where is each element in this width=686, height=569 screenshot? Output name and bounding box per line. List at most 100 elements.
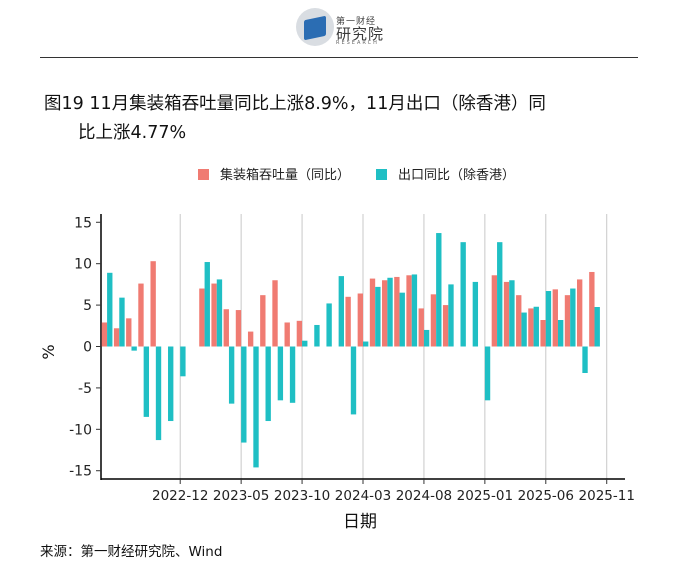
x-tick-label: 2023-05 [213, 488, 269, 504]
bar-series1 [272, 280, 278, 347]
legend-label: 集装箱吞吐量（同比） [220, 167, 350, 183]
bar-series1 [284, 322, 290, 347]
bar-series2 [472, 281, 479, 347]
y-tick-label: -5 [78, 381, 92, 397]
header-divider [40, 57, 638, 58]
logo-text-sub: RESEARCH [336, 40, 379, 46]
bar-series2 [375, 286, 381, 347]
bar-series2 [350, 346, 357, 415]
brand-logo: 第一财经 研究院 RESEARCH [296, 6, 416, 50]
bar-series2 [545, 291, 552, 347]
bar-series1 [260, 295, 266, 347]
bar-series1 [126, 318, 132, 347]
bar-series1 [101, 322, 108, 347]
bar-series1 [491, 275, 498, 347]
y-tick-label: -15 [69, 464, 92, 480]
bar-series1 [357, 293, 363, 347]
bar-series1 [503, 281, 510, 347]
y-tick-label: -10 [69, 422, 92, 438]
bar-series2 [460, 242, 466, 347]
bar-series1 [430, 294, 437, 347]
bar-series2 [265, 346, 271, 422]
bar-series2 [521, 312, 527, 347]
bar-series2 [277, 346, 284, 401]
bar-series2 [338, 276, 344, 347]
bar-series1 [528, 308, 534, 347]
bar-series2 [241, 346, 247, 443]
bar-series2 [363, 341, 369, 347]
bar-series1 [113, 328, 120, 347]
x-tick-label: 2023-10 [274, 488, 330, 504]
bar-series2 [594, 307, 600, 347]
bar-series1 [223, 309, 229, 347]
y-tick-label: 5 [83, 298, 92, 314]
legend-label: 出口同比（除香港） [398, 168, 515, 183]
bar-series2 [411, 274, 418, 347]
logo-icon [296, 8, 334, 46]
bar-series1 [138, 283, 144, 347]
bar-series1 [442, 305, 449, 347]
logo-text-top: 第一财经 [336, 17, 377, 27]
bar-series2 [509, 280, 515, 347]
bar-series1 [345, 296, 351, 347]
bar-series1 [150, 261, 156, 347]
bar-series2 [143, 346, 150, 417]
bar-series1 [552, 289, 558, 347]
bar-series2 [484, 346, 491, 401]
legend-swatch [198, 169, 209, 180]
figure-title-line2: 比上涨4.77% [78, 123, 187, 143]
source-note: 来源：第一财经研究院、Wind [40, 544, 223, 560]
bar-series2 [326, 303, 332, 347]
bar-series1 [589, 271, 595, 347]
bar-series2 [289, 346, 296, 403]
bar-series2 [557, 320, 564, 347]
bar-series1 [296, 320, 303, 347]
x-tick-label: 2025-06 [518, 488, 574, 504]
x-tick-label: 2024-08 [396, 488, 452, 504]
figure-title-line1: 图19 11月集装箱吞吐量同比上涨8.9%，11月出口（除香港）同 [44, 94, 546, 114]
bar-series2 [448, 284, 454, 347]
bar-series2 [399, 292, 405, 347]
x-tick-label: 2022-12 [152, 488, 208, 504]
bar-series1 [382, 280, 388, 347]
bar-series1 [576, 279, 583, 347]
bar-series2 [216, 279, 223, 347]
bar-series2 [436, 233, 442, 347]
bar-series2 [204, 262, 210, 347]
y-axis-label: % [39, 344, 58, 359]
legend-swatch [376, 169, 387, 180]
figure-title: 图19 11月集装箱吞吐量同比上涨8.9%，11月出口（除香港）同 比上涨4.7… [44, 90, 644, 148]
bar-series2 [228, 346, 235, 404]
bar-series2 [253, 346, 259, 468]
bar-series1 [418, 308, 424, 347]
bar-series1 [564, 295, 571, 347]
x-tick-label: 2025-11 [579, 488, 635, 504]
bar-series1 [394, 276, 400, 347]
bar-series2 [533, 306, 539, 347]
bar-series2 [387, 277, 393, 347]
x-axis-label: 日期 [343, 512, 377, 532]
bar-series1 [235, 310, 242, 347]
bar-series1 [369, 278, 376, 347]
logo-text-main: 研究院 [336, 25, 385, 43]
bar-series2 [423, 329, 430, 347]
y-tick-label: 0 [83, 340, 92, 356]
bar-series2 [155, 346, 162, 441]
x-tick-label: 2025-01 [457, 488, 513, 504]
bar-series1 [516, 295, 522, 347]
bar-series2 [131, 346, 137, 351]
bar-series1 [406, 275, 412, 347]
bar-series2 [314, 324, 320, 347]
bar-series2 [180, 346, 186, 377]
bar-series1 [211, 283, 217, 347]
bar-series2 [302, 340, 308, 347]
y-tick-label: 10 [74, 257, 92, 273]
bar-series1 [540, 320, 546, 347]
bar-series2 [107, 272, 113, 347]
bar-series1 [199, 288, 205, 347]
x-tick-label: 2024-03 [335, 488, 391, 504]
bar-series2 [582, 346, 588, 373]
bar-series2 [168, 346, 174, 422]
bar-series2 [570, 288, 576, 347]
